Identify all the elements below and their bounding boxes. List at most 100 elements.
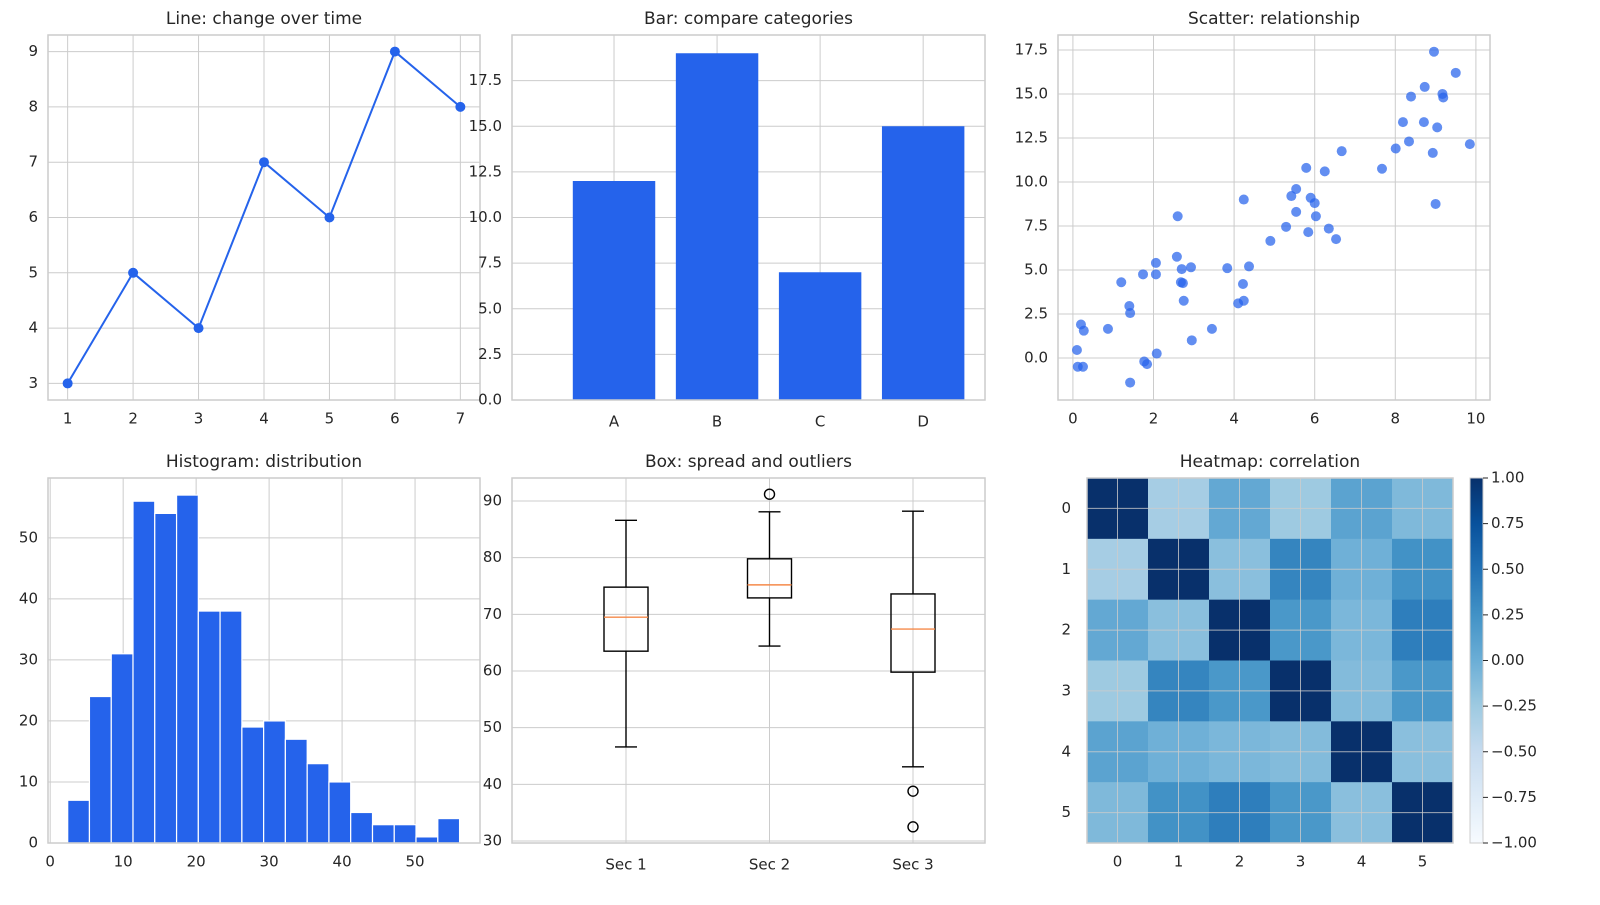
point [1185, 262, 1196, 273]
x-tick-label: 50 [406, 853, 425, 871]
histogram-bar [328, 781, 352, 844]
y-tick-label: 1 [1061, 560, 1071, 578]
point [1281, 221, 1292, 232]
y-tick-label: 30 [19, 650, 38, 668]
point [1450, 67, 1461, 78]
point [1238, 295, 1249, 306]
y-tick-label: 2 [1061, 621, 1071, 639]
x-tick-label: 4 [259, 410, 269, 428]
point [1138, 269, 1149, 280]
x-tick-label: D [917, 413, 929, 431]
point [1177, 278, 1188, 289]
y-tick-label: 7 [28, 153, 38, 171]
histogram-bar [219, 610, 243, 844]
x-tick-label: 1 [63, 410, 73, 428]
x-tick-label: 8 [1391, 410, 1401, 428]
point [1102, 323, 1113, 334]
y-tick-label: 0.0 [1024, 348, 1048, 366]
y-tick-label: 10 [19, 772, 38, 790]
colorbar-tick-label: −0.50 [1491, 742, 1537, 760]
y-tick-label: 5.0 [1024, 260, 1048, 278]
x-tick-label: 10 [114, 853, 133, 871]
point [1125, 377, 1136, 388]
y-tick-label: 50 [19, 528, 38, 546]
point [1237, 279, 1248, 290]
point [1418, 117, 1429, 128]
point [1319, 166, 1330, 177]
histogram-bar [88, 695, 112, 844]
y-tick-label: 15.0 [469, 117, 502, 135]
y-tick-label: 15.0 [1015, 84, 1048, 102]
y-tick-label: 90 [483, 492, 502, 510]
y-tick-label: 30 [483, 832, 502, 850]
point [1303, 227, 1314, 238]
x-tick-label: 3 [194, 410, 204, 428]
x-tick-label: 2 [128, 410, 138, 428]
x-tick-label: 2 [1235, 853, 1245, 871]
y-tick-label: 5.0 [478, 299, 502, 317]
histogram-bar [350, 811, 374, 844]
point [1397, 117, 1408, 128]
histogram-bar [67, 799, 91, 844]
point [1428, 46, 1439, 57]
point [1404, 136, 1414, 147]
x-tick-label: 5 [1418, 853, 1428, 871]
y-tick-label: 12.5 [1015, 128, 1048, 146]
point [1151, 348, 1162, 359]
histogram-bar [415, 836, 439, 844]
histogram-bar [110, 653, 134, 844]
y-tick-label: 20 [19, 711, 38, 729]
plot-frame [1057, 34, 1491, 401]
x-tick-label: 6 [390, 410, 400, 428]
y-tick-label: 3 [28, 374, 38, 392]
x-tick-label: 3 [1296, 853, 1306, 871]
x-tick-label: Sec 1 [605, 856, 646, 874]
point [1406, 91, 1417, 102]
x-tick-label: 6 [1310, 410, 1320, 428]
point [1077, 361, 1088, 372]
plot-area [1058, 35, 1490, 400]
chart-title: Histogram: distribution [166, 452, 362, 472]
point [1291, 206, 1302, 217]
x-tick-label: 40 [333, 853, 352, 871]
y-tick-label: 40 [19, 589, 38, 607]
x-tick-label: 4 [1229, 410, 1239, 428]
plot-area [512, 478, 985, 843]
point [1125, 308, 1136, 319]
point [389, 46, 400, 57]
point [1171, 251, 1182, 262]
x-tick-label: C [815, 413, 825, 431]
point [1310, 211, 1321, 222]
point [1078, 325, 1089, 336]
y-tick-label: 6 [28, 208, 38, 226]
plot-frame [511, 477, 986, 844]
histogram-bar [263, 720, 286, 844]
point [1178, 295, 1189, 306]
chart-title: Scatter: relationship [1188, 9, 1360, 29]
point [1238, 194, 1249, 205]
bar [881, 126, 965, 400]
colorbar-tick-label: 0.75 [1491, 514, 1524, 532]
x-tick-label: 5 [325, 410, 335, 428]
x-tick-label: 7 [456, 410, 466, 428]
point [1222, 263, 1233, 274]
histogram-bar [437, 817, 461, 844]
box [603, 586, 649, 652]
y-tick-label: 4 [1061, 742, 1071, 760]
colorbar-tick-label: −0.75 [1491, 788, 1537, 806]
x-tick-label: B [712, 413, 722, 431]
y-tick-label: 9 [28, 42, 38, 60]
histogram-bar [241, 726, 265, 844]
point [1176, 264, 1187, 275]
y-tick-label: 4 [28, 319, 38, 337]
point [1336, 146, 1347, 157]
y-tick-label: 10.0 [469, 208, 502, 226]
point [324, 212, 335, 223]
y-tick-label: 2.5 [1024, 304, 1048, 322]
point [455, 101, 466, 112]
histogram-bar [306, 763, 330, 844]
y-tick-label: 80 [483, 548, 502, 566]
y-tick-label: 3 [1061, 681, 1071, 699]
x-tick-label: A [609, 413, 620, 431]
y-tick-label: 8 [28, 97, 38, 115]
